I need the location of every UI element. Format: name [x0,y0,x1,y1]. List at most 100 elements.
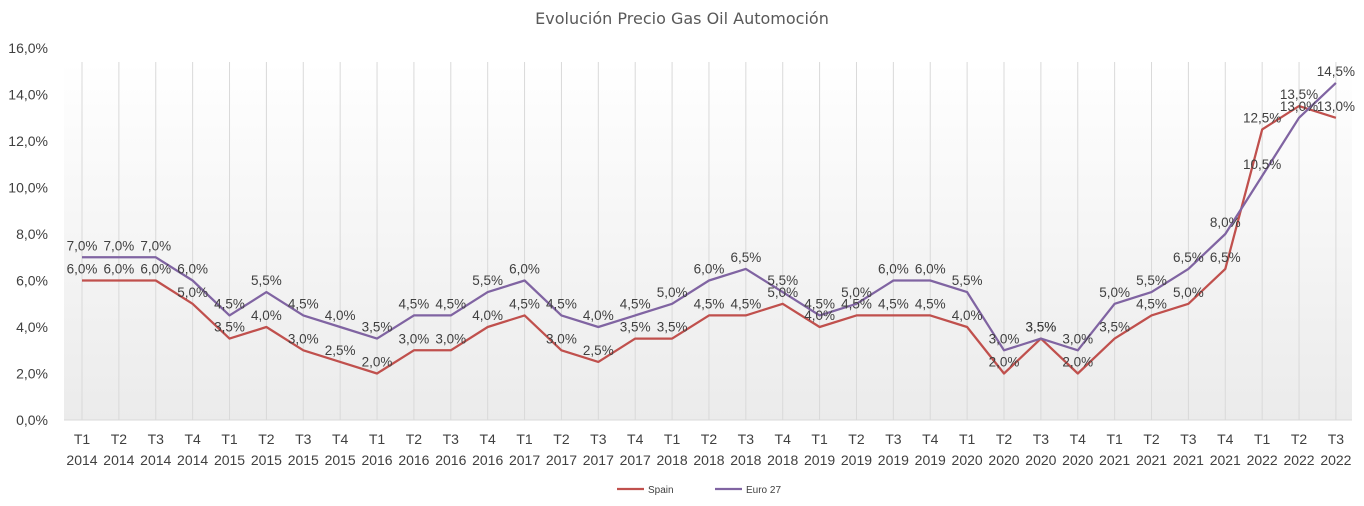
x-tick-label-year: 2015 [288,452,319,468]
x-tick-label-year: 2016 [435,452,466,468]
x-tick-label-year: 2017 [620,452,651,468]
x-tick-label-quarter: T1 [516,431,533,447]
data-label: 5,5% [952,273,983,288]
x-tick-label-year: 2020 [1025,452,1056,468]
x-tick-label-quarter: T4 [1070,431,1087,447]
x-tick-label-year: 2022 [1247,452,1278,468]
x-tick-label-year: 2015 [214,452,245,468]
data-label: 4,0% [472,308,503,323]
data-label: 5,5% [1136,273,1167,288]
data-label: 4,5% [620,296,651,311]
x-tick-label-year: 2022 [1283,452,1314,468]
x-tick-label-quarter: T2 [406,431,423,447]
legend: Spain Euro 27 [617,485,781,496]
data-label: 13,0% [1317,99,1355,114]
data-label: 3,0% [288,331,319,346]
x-tick-label-quarter: T4 [1217,431,1234,447]
x-tick-label-quarter: T4 [775,431,792,447]
x-tick-label-year: 2014 [177,452,208,468]
x-tick-label-year: 2017 [546,452,577,468]
plot-background [64,62,1352,420]
data-label: 8,0% [1210,215,1241,230]
x-tick-label-quarter: T3 [295,431,312,447]
x-tick-label-year: 2020 [988,452,1019,468]
x-tick-label-quarter: T1 [1106,431,1123,447]
data-label: 3,5% [620,320,651,335]
data-label: 3,5% [1025,320,1056,335]
y-tick-label: 10,0% [8,180,48,196]
x-tick-label-quarter: T4 [922,431,939,447]
x-tick-label-year: 2015 [251,452,282,468]
data-label: 4,5% [546,296,577,311]
data-label: 7,0% [140,238,171,253]
data-label: 4,5% [878,296,909,311]
x-tick-label-year: 2016 [361,452,392,468]
data-label: 2,0% [989,355,1020,370]
data-label: 4,5% [841,296,872,311]
series-line-spain [82,104,1337,375]
y-tick-label: 2,0% [16,366,48,382]
data-labels: 6,0% 6,0% 6,0% 5,0% 3,5% 4,0% 3,0% 2,5% 2,0% 3,0%… [67,64,1355,370]
data-label: 3,5% [1025,320,1056,335]
x-tick-label-year: 2017 [583,452,614,468]
x-tick-label-quarter: T1 [811,431,828,447]
data-label: 3,0% [399,331,430,346]
data-label: 5,0% [841,285,872,300]
data-label: 6,5% [730,250,761,265]
data-label: 4,5% [435,296,466,311]
data-label: 6,0% [694,262,725,277]
data-label: 6,0% [67,262,98,277]
x-tick-label-quarter: T3 [148,431,165,447]
x-tick-label-quarter: T1 [369,431,386,447]
x-tick-label-quarter: T3 [590,431,607,447]
data-label: 6,5% [1173,250,1204,265]
data-label: 5,5% [767,273,798,288]
data-label: 2,5% [325,343,356,358]
x-tick-label-year: 2022 [1320,452,1351,468]
data-label: 5,5% [472,273,503,288]
data-label: 2,5% [583,343,614,358]
x-tick-label-year: 2021 [1136,452,1167,468]
data-label: 14,5% [1317,64,1355,79]
x-tick-label-quarter: T1 [221,431,238,447]
data-label: 4,0% [251,308,282,323]
x-tick-label-quarter: T1 [959,431,976,447]
data-label: 3,5% [1099,320,1130,335]
x-tick-label-quarter: T2 [553,431,570,447]
x-tick-label-year: 2014 [66,452,97,468]
data-label: 4,0% [325,308,356,323]
x-tick-label-year: 2016 [472,452,503,468]
x-tick-label-quarter: T3 [738,431,755,447]
x-tick-label-quarter: T4 [184,431,201,447]
x-tick-label-year: 2018 [657,452,688,468]
x-tick-label-year: 2020 [952,452,983,468]
x-tick-label-quarter: T2 [1143,431,1160,447]
data-label: 6,0% [140,262,171,277]
x-tick-label-year: 2020 [1062,452,1093,468]
data-label: 6,0% [103,262,134,277]
x-tick-label-quarter: T3 [1033,431,1050,447]
x-tick-label-year: 2021 [1173,452,1204,468]
data-label: 5,5% [251,273,282,288]
x-tick-label-quarter: T3 [1328,431,1345,447]
data-label: 5,0% [177,285,208,300]
data-label: 2,0% [1062,355,1093,370]
data-label: 4,5% [694,296,725,311]
data-label: 7,0% [103,238,134,253]
y-tick-label: 4,0% [16,319,48,335]
x-tick-label-quarter: T3 [1180,431,1197,447]
y-tick-label: 14,0% [8,87,48,103]
x-tick-label-year: 2018 [767,452,798,468]
data-label: 3,0% [989,331,1020,346]
series-line-euro-27 [82,82,1337,352]
x-tick-label-quarter: T4 [480,431,497,447]
x-tick-label-quarter: T4 [332,431,349,447]
x-tick-label-quarter: T1 [664,431,681,447]
data-label: 4,5% [399,296,430,311]
x-tick-label-year: 2016 [398,452,429,468]
data-label: 13,0% [1280,99,1318,114]
x-tick-label-year: 2017 [509,452,540,468]
data-label: 3,5% [362,320,393,335]
